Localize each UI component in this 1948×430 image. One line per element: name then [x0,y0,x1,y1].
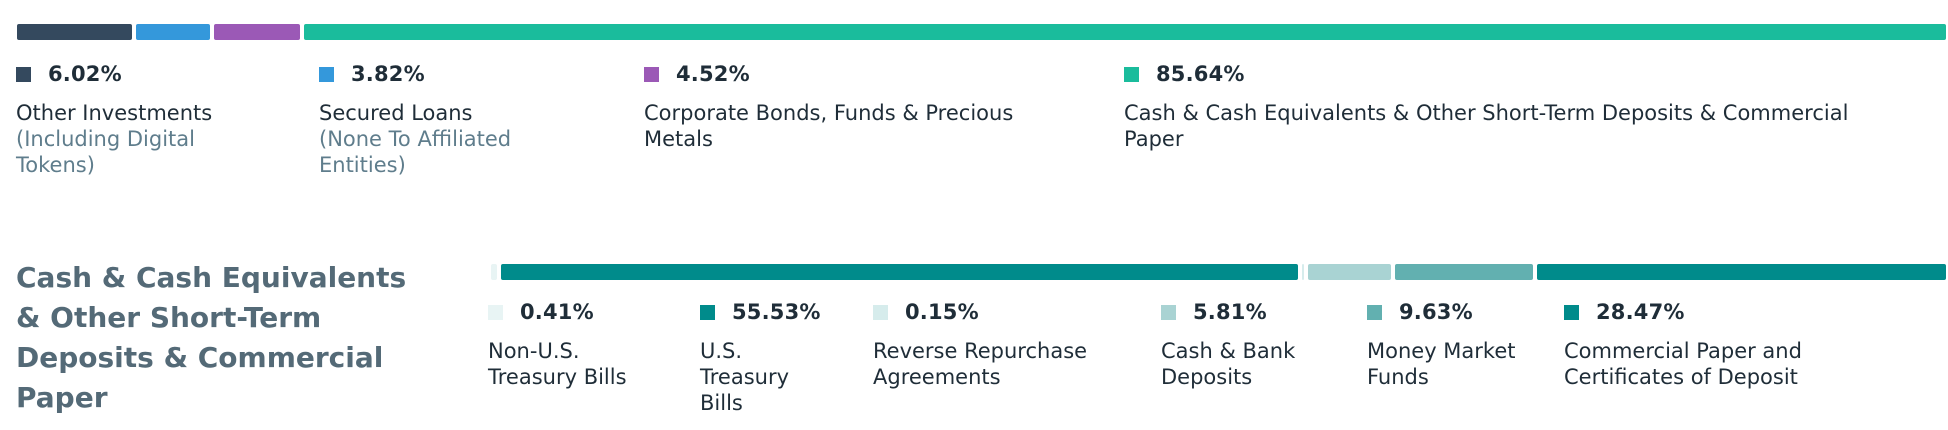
bar-segment [17,24,133,40]
bar-segment [1307,264,1392,280]
legend-item-us-treasury: 55.53% U.S. Treasury Bills [700,298,820,416]
category-label: Cash & Cash Equivalents & Other Short-Te… [1124,101,1849,151]
percentage-label: 3.82% [351,62,425,86]
legend-swatch [1124,66,1139,82]
legend-item-corporate-bonds: 4.52% Corporate Bonds, Funds & Precious … [644,60,1044,152]
bar-segment [213,24,301,40]
percentage-label: 0.15% [905,300,979,324]
percentage-label: 0.41% [520,300,594,324]
allocation-bar-bottom [491,264,1946,280]
section-heading: Cash & Cash Equivalents & Other Short-Te… [16,261,407,414]
percentage-label: 85.64% [1156,62,1245,86]
legend-item-other-investments: 6.02% Other Investments (Including Digit… [16,60,246,178]
legend-swatch [1564,304,1579,320]
category-label: Money Market Funds [1367,339,1516,389]
legend-swatch [1367,304,1382,320]
bar-segment [1301,264,1304,280]
legend-item-cash-equivalents: 85.64% Cash & Cash Equivalents & Other S… [1124,60,1884,152]
legend-item-secured-loans: 3.82% Secured Loans (None To Affiliated … [319,60,549,178]
legend-swatch [319,66,334,82]
bar-segment [304,24,1946,40]
category-label: Cash & Bank Deposits [1161,339,1296,389]
category-label: Reverse Repurchase Agreements [873,339,1088,389]
legend-item-money-market: 9.63% Money Market Funds [1367,298,1527,390]
legend-item-cash-bank: 5.81% Cash & Bank Deposits [1161,298,1321,390]
legend-swatch [16,66,31,82]
legend-swatch [873,304,888,320]
legend-swatch [1161,304,1176,320]
legend-swatch [644,66,659,82]
legend-swatch [700,304,715,320]
percentage-label: 5.81% [1193,300,1267,324]
percentage-label: 55.53% [732,300,821,324]
category-sublabel: (Including Digital Tokens) [16,127,195,177]
bar-segment [136,24,210,40]
category-label: Non-U.S. Treasury Bills [488,339,627,389]
category-label: Secured Loans [319,101,473,125]
category-label: Commercial Paper and Certificates of Dep… [1564,339,1802,389]
percentage-label: 4.52% [676,62,750,86]
category-label: U.S. Treasury Bills [700,339,790,415]
bar-segment [1537,264,1946,280]
legend-item-non-us-treasury: 0.41% Non-U.S. Treasury Bills [488,298,658,390]
percentage-label: 6.02% [48,62,122,86]
legend-swatch [488,304,503,320]
category-sublabel: (None To Affiliated Entities) [319,127,512,177]
percentage-label: 9.63% [1399,300,1473,324]
allocation-bar-top [17,24,1946,40]
percentage-label: 28.47% [1596,300,1685,324]
bar-segment [491,264,497,280]
legend-item-commercial-paper: 28.47% Commercial Paper and Certificates… [1564,298,1864,390]
category-label: Other Investments [16,101,213,125]
legend-item-reverse-repo: 0.15% Reverse Repurchase Agreements [873,298,1118,390]
bar-segment [1395,264,1534,280]
bar-segment [500,264,1298,280]
category-label: Corporate Bonds, Funds & Precious Metals [644,101,1014,151]
